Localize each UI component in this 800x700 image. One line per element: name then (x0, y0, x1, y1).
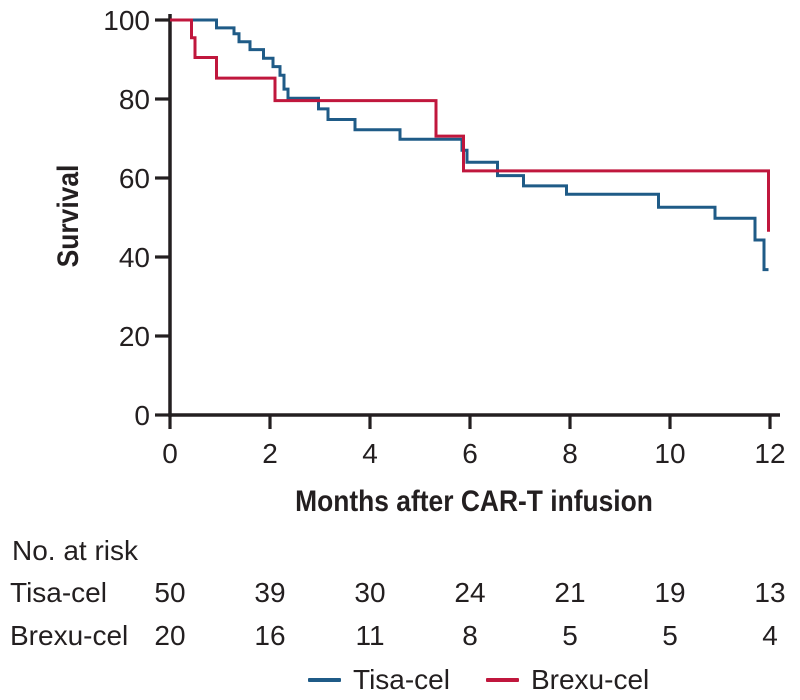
x-tick-label-12: 12 (754, 438, 785, 469)
risk-tisa-cel-month-10: 19 (654, 577, 686, 608)
km-chart: 100 80 60 40 20 00 2 4 6 8 10 12 Survival Months af… (50, 5, 785, 517)
risk-row-brexu-cel: Brexu-cel 20 16 11 8 5 5 4 (0, 620, 800, 652)
risk-table-title: No. at risk (12, 535, 139, 566)
y-tick-label-80: 80 (119, 84, 150, 115)
x-tick-label-8: 8 (562, 438, 578, 469)
x-tick-label-4: 4 (362, 438, 378, 469)
x-tick-label-0: 0 (162, 438, 178, 469)
risk-brexu-cel-month-10: 5 (662, 620, 678, 651)
risk-tisa-cel-month-4: 30 (354, 577, 386, 608)
risk-tisa-cel-month-12: 13 (754, 577, 786, 608)
x-tick-label-10: 10 (654, 438, 685, 469)
risk-brexu-cel-month-12: 4 (762, 620, 778, 651)
y-tick-label-0: 0 (134, 400, 150, 431)
risk-brexu-cel-month-4: 11 (355, 620, 385, 651)
risk-tisa-cel-month-0: 50 (154, 577, 186, 608)
brexu-cel-legend-label: Brexu-cel (530, 664, 650, 695)
tisa-cel-legend-label: Tisa-cel (353, 664, 450, 695)
tick-label-layer: 100 80 60 40 20 00 2 4 6 8 10 12 (103, 5, 785, 469)
axes-layer (155, 14, 780, 429)
chart-legend: Tisa-cel Brexu-cel (308, 666, 649, 694)
risk-row-label-tisa-cel: Tisa-cel (10, 577, 107, 608)
y-tick-label-100: 100 (103, 5, 150, 36)
series-layer (170, 18, 770, 272)
brexu-cel-legend-swatch (485, 678, 519, 682)
tisa-cel-curve (170, 18, 769, 272)
risk-row-tisa-cel: Tisa-cel 50 39 30 24 21 19 13 (0, 577, 800, 609)
risk-brexu-cel-month-2: 16 (254, 620, 286, 651)
risk-tisa-cel-month-8: 21 (554, 577, 586, 608)
x-tick-label-6: 6 (462, 438, 478, 469)
y-tick-label-40: 40 (119, 242, 150, 273)
y-axis-title: Survival (50, 165, 84, 268)
risk-tisa-cel-month-2: 39 (254, 577, 286, 608)
risk-brexu-cel-month-6: 8 (462, 620, 478, 651)
y-tick-label-60: 60 (119, 163, 150, 194)
risk-tisa-cel-month-6: 24 (454, 577, 486, 608)
risk-row-label-brexu-cel: Brexu-cel (10, 620, 129, 651)
brexu-cel-curve (170, 18, 770, 232)
tisa-cel-legend-swatch (308, 678, 341, 682)
risk-brexu-cel-month-0: 20 (154, 620, 186, 651)
x-tick-label-2: 2 (262, 438, 278, 469)
x-axis-title: Months after CAR-T infusion (295, 483, 653, 517)
y-tick-label-20: 20 (119, 321, 150, 352)
risk-brexu-cel-month-8: 5 (562, 620, 578, 651)
